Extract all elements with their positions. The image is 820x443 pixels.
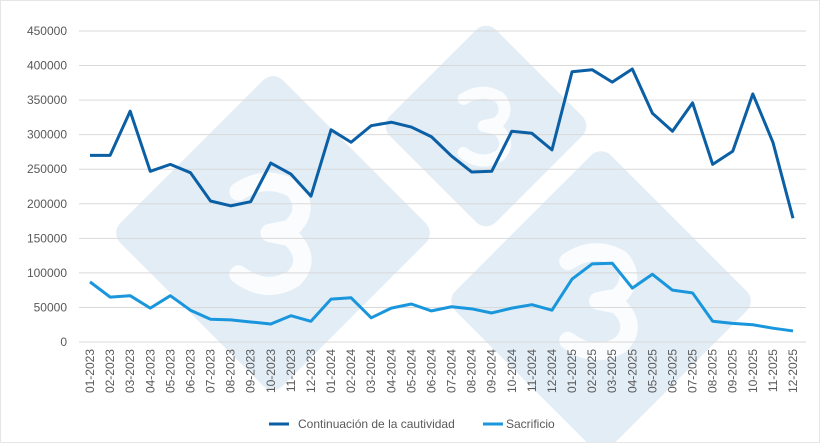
x-tick-label: 01-2023 [83, 349, 97, 393]
y-tick-label: 200000 [27, 197, 67, 211]
y-tick-label: 350000 [27, 93, 67, 107]
x-tick-label: 11-2024 [525, 349, 539, 392]
x-tick-label: 06-2024 [424, 349, 438, 393]
x-axis-ticks: 01-2023 02-2023 03-2023 04-2023 05-2023 06-20… [83, 349, 800, 393]
y-axis-ticks: 0 50000 100000 150000 200000 250000 300000 3500… [27, 24, 67, 349]
x-tick-label: 06-2023 [183, 349, 197, 393]
x-tick-label: 05-2025 [645, 349, 659, 393]
x-tick-label: 10-2024 [505, 349, 519, 393]
x-tick-label: 08-2024 [465, 349, 479, 393]
x-tick-label: 07-2023 [204, 349, 218, 393]
x-tick-label: 04-2024 [384, 349, 398, 393]
gridlines [79, 30, 806, 343]
x-tick-label: 06-2025 [665, 349, 679, 393]
x-tick-label: 11-2023 [284, 349, 298, 392]
x-tick-label: 01-2025 [565, 349, 579, 393]
x-tick-label: 12-2023 [304, 349, 318, 393]
x-tick-label: 02-2024 [344, 349, 358, 393]
x-tick-label: 03-2023 [123, 349, 137, 393]
x-tick-label: 05-2023 [163, 349, 177, 393]
x-tick-label: 07-2025 [686, 349, 700, 393]
watermark-digit-3-icon [229, 172, 312, 295]
x-tick-label: 07-2024 [445, 349, 459, 393]
x-tick-label: 02-2025 [585, 349, 599, 393]
y-tick-label: 250000 [27, 162, 67, 176]
y-tick-label: 400000 [27, 59, 67, 73]
legend-label: Continuación de la cautividad [298, 417, 455, 431]
legend-label: Sacrificio [506, 417, 555, 431]
y-tick-label: 100000 [27, 266, 67, 280]
x-tick-label: 10-2025 [746, 349, 760, 393]
x-tick-label: 09-2025 [726, 349, 740, 393]
x-tick-label: 04-2025 [625, 349, 639, 393]
x-tick-label: 04-2023 [143, 349, 157, 393]
x-tick-label: 09-2023 [244, 349, 258, 393]
x-tick-label: 08-2025 [706, 349, 720, 393]
y-tick-label: 150000 [27, 231, 67, 245]
x-tick-label: 12-2024 [545, 349, 559, 393]
legend: Continuación de la cautividad Sacrificio [269, 417, 555, 431]
x-tick-label: 03-2024 [364, 349, 378, 393]
series-line-continuacion [90, 67, 795, 219]
x-tick-label: 12-2025 [786, 349, 800, 393]
x-tick-label: 11-2025 [766, 349, 780, 392]
x-tick-label: 03-2025 [605, 349, 619, 393]
x-tick-label: 02-2023 [103, 349, 117, 393]
series-lines [89, 67, 795, 333]
x-tick-label: 01-2024 [324, 349, 338, 393]
y-tick-label: 50000 [34, 300, 68, 314]
x-tick-label: 09-2024 [485, 349, 499, 393]
x-tick-label: 10-2023 [264, 349, 278, 393]
watermark-digit-3-icon [457, 86, 512, 167]
y-tick-label: 300000 [27, 128, 67, 142]
y-tick-label: 450000 [27, 24, 67, 38]
watermark-digit-3-icon [559, 243, 638, 361]
series-line-sacrificio [89, 261, 794, 333]
x-tick-label: 05-2024 [404, 349, 418, 393]
x-tick-label: 08-2023 [224, 349, 238, 393]
y-tick-label: 0 [60, 335, 67, 349]
